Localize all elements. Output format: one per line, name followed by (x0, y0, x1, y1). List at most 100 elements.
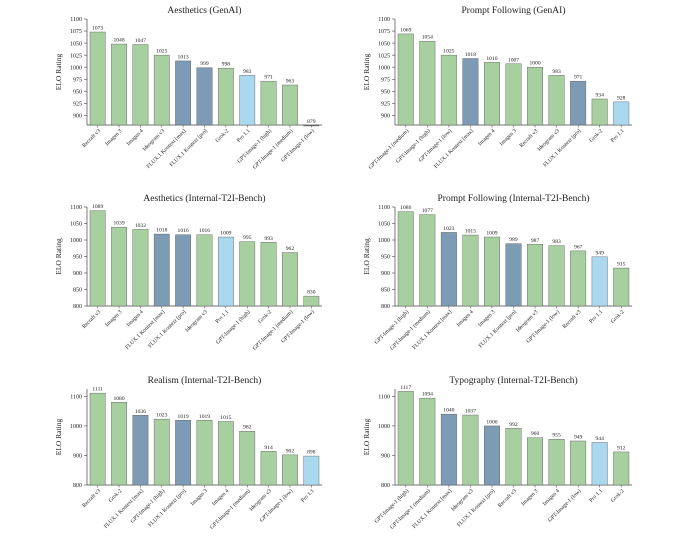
y-tick-label: 1000 (378, 238, 390, 244)
bar (153, 418, 170, 486)
x-tick-label: Imagen 4 (126, 309, 145, 328)
x-tick-label: Imagen 4 (542, 488, 561, 507)
x-tick-label: FLUX.1 Kontext [pro] (147, 309, 187, 349)
x-tick-label: Imagen 3 (477, 309, 496, 328)
x-tick-label: Ideogram v3 (185, 309, 209, 333)
x-tick-label: Imagen 3 (520, 488, 539, 507)
bar (419, 397, 436, 486)
bar (570, 440, 587, 486)
y-tick-label: 1050 (70, 41, 82, 47)
bar-value-label: 1025 (443, 49, 454, 55)
bar (153, 233, 170, 307)
chart-panel: Aesthetics (GenAI) ELO Rating 900 925 950 975… (54, 5, 322, 171)
bar (260, 451, 277, 486)
bar (527, 244, 544, 307)
bar (397, 211, 414, 307)
bar-value-label: 1023 (443, 226, 454, 232)
bar-value-label: 934 (595, 92, 604, 98)
bar-value-label: 898 (307, 450, 316, 456)
chart-panel: Prompt Following (Internal-T2I-Bench) ELO… (362, 193, 632, 352)
bar (132, 229, 149, 307)
x-tick-label: FLUX.1 Kontext [max] (433, 128, 475, 170)
bar (89, 392, 106, 486)
bar-value-label: 971 (574, 75, 583, 81)
y-axis-label: ELO Rating (54, 419, 63, 456)
x-tick-label: Grok-2 (588, 128, 604, 144)
bar-value-label: 1077 (422, 208, 433, 214)
bar (111, 43, 127, 126)
x-tick-label: FLUX.1 Kontext [max] (412, 309, 454, 351)
y-tick-label: 900 (73, 114, 82, 120)
x-tick-label: Recraft v3 (496, 487, 518, 509)
x-tick-label: Pro 1.1 (236, 128, 252, 144)
bar (440, 54, 457, 126)
bar-value-label: 1009 (220, 231, 231, 237)
bar (505, 243, 522, 307)
y-axis-label: ELO Rating (362, 54, 371, 91)
x-tick-label: Imagen 3 (190, 488, 209, 507)
bar-value-label: 1036 (135, 409, 146, 415)
x-tick-label: FLUX.1 Kontext [pro] (169, 128, 209, 168)
bar (239, 75, 256, 126)
x-tick-label: Grok-2 (108, 488, 124, 504)
y-tick-label: 1000 (70, 424, 82, 430)
bar-value-label: 1015 (220, 415, 231, 421)
y-tick-label: 850 (381, 288, 390, 294)
chart-title: Realism (Internal-T2I-Bench) (148, 375, 262, 386)
bar (527, 437, 544, 486)
bar (570, 80, 587, 126)
bar-value-label: 902 (286, 448, 295, 454)
y-tick-label: 800 (381, 304, 390, 310)
y-tick-label: 800 (73, 483, 82, 489)
bar (175, 420, 192, 486)
x-tick-label: FLUX.1 Kontext [pro] (456, 488, 496, 528)
chart-title: Prompt Following (Internal-T2I-Bench) (438, 193, 590, 204)
y-tick-label: 1025 (378, 53, 390, 59)
bar-value-label: 1007 (508, 57, 519, 63)
bar-value-label: 944 (595, 436, 604, 442)
bar-value-label: 982 (243, 425, 252, 431)
bar-value-label: 1000 (529, 61, 540, 67)
bar-value-label: 1054 (422, 35, 433, 41)
bar-value-label: 1094 (422, 392, 433, 398)
y-tick-label: 800 (381, 483, 390, 489)
bar-value-label: 992 (509, 422, 518, 428)
x-tick-label: GPT-Image-1 (medium) (251, 308, 294, 351)
x-tick-label: FLUX.1 Kontext [pro] (542, 128, 582, 168)
bar (196, 234, 213, 307)
bar-value-label: 993 (264, 236, 273, 242)
bar (483, 62, 500, 126)
x-tick-label: GPT-Image-1 (medium) (389, 487, 432, 530)
bar-value-label: 962 (286, 246, 295, 252)
x-tick-label: GPT-Image-1 (medium) (251, 127, 294, 170)
y-tick-label: 900 (73, 271, 82, 277)
y-tick-label: 1100 (70, 395, 82, 401)
bar (217, 236, 234, 307)
x-tick-label: Recraft v3 (561, 308, 583, 330)
bar (89, 31, 106, 126)
bar (260, 242, 277, 307)
bar-value-label: 963 (286, 79, 295, 85)
bar-value-label: 971 (264, 75, 273, 81)
y-tick-label: 1100 (378, 395, 390, 401)
bar (591, 256, 608, 307)
bar-value-label: 1023 (156, 413, 167, 419)
x-tick-label: FLUX.1 Kontext [max] (412, 488, 454, 530)
y-tick-label: 1050 (70, 222, 82, 228)
bar-value-label: 960 (531, 431, 540, 437)
bar-value-label: 830 (307, 290, 316, 296)
bar (613, 451, 630, 486)
x-tick-label: Grok-2 (257, 309, 273, 325)
y-axis-label: ELO Rating (362, 238, 371, 275)
bar-value-label: 1016 (178, 228, 189, 234)
bar-value-label: 914 (264, 445, 273, 451)
x-tick-label: Recraft v3 (81, 487, 103, 509)
x-tick-label: Imagen 4 (211, 488, 230, 507)
y-tick-label: 950 (381, 89, 390, 95)
bar (111, 402, 127, 486)
bar-value-label: 967 (574, 244, 583, 250)
bar (239, 241, 256, 307)
bar-value-label: 1080 (113, 396, 124, 402)
bar-value-label: 1086 (400, 205, 411, 211)
